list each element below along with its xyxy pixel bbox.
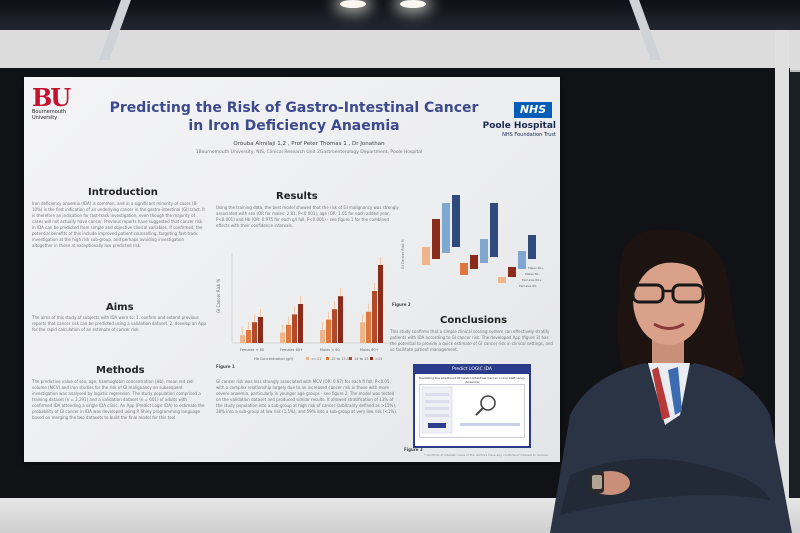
chart1-legend: >15 xyxy=(375,357,382,361)
chart2-legend: Males 60- xyxy=(525,272,540,276)
person-presenter xyxy=(550,229,792,533)
chart2-bar xyxy=(422,247,430,265)
aims-text: The aims of this study of subjects with … xyxy=(32,315,206,332)
chart1-bar xyxy=(292,314,297,343)
methods-text: The predictive value of sex, age, haemog… xyxy=(32,379,205,420)
chart1-bar xyxy=(240,335,245,343)
chart1-bar xyxy=(332,309,337,343)
chart2-bar xyxy=(460,263,468,275)
chart2-bar xyxy=(490,203,498,257)
ceiling-light xyxy=(340,0,366,8)
chart2-bar xyxy=(442,203,450,253)
chart1-bar xyxy=(320,330,325,343)
nhs-logo: NHS xyxy=(514,102,552,118)
trust-name: NHS Foundation Trust xyxy=(502,132,556,138)
figure-2-chart: GI Cancer Risk % Males 60+ Males 60- Fem… xyxy=(401,195,544,288)
chart2-legend: Females 60- xyxy=(519,284,537,288)
chart1-legend: 14 to 15 xyxy=(354,357,369,361)
chart2-legend: Males 60+ xyxy=(528,266,544,270)
ceiling-light xyxy=(400,0,426,8)
heading-results: Results xyxy=(276,191,318,202)
app-screenshot: Predict LOGIC IDA Predicting the Likelih… xyxy=(413,364,531,448)
chart1-bar xyxy=(338,296,343,343)
figure-2-caption: Figure 2 xyxy=(392,302,411,307)
chart1-cat-label: Males < 60 xyxy=(320,348,340,352)
university-logo: BU Bournemouth University xyxy=(32,83,71,122)
chart2-bar xyxy=(432,219,440,259)
heading-aims: Aims xyxy=(106,302,134,313)
results-text: Using the training data, the best model … xyxy=(216,205,399,228)
figure-1-caption: Figure 1 xyxy=(216,364,235,369)
chart1-y-label: GI Cancer Risk % xyxy=(216,279,221,313)
chart1-x-label: Hb Concentration (g/l) xyxy=(254,357,294,361)
poster-footnote: * Conflicts of interest: none of the aut… xyxy=(424,453,548,457)
chart2-bar xyxy=(470,255,478,269)
chart1-bar xyxy=(372,291,377,343)
chart2-bar xyxy=(528,235,536,259)
introduction-text: Iron deficiency anaemia (IDA) is common,… xyxy=(32,201,205,248)
poster-affiliations: 1Bournemouth University, NIS, Clinical R… xyxy=(195,150,423,155)
chart2-bar xyxy=(498,277,506,283)
chart2-bar xyxy=(508,267,516,277)
chart1-bar xyxy=(280,332,285,343)
chart2-bar xyxy=(518,251,526,269)
chart1-legend: <=11 xyxy=(311,357,321,361)
figure-3-caption: Figure 3 xyxy=(404,447,423,452)
chart2-legend: Females 60+ xyxy=(522,278,542,282)
chart1-bar xyxy=(252,322,257,343)
results-text-2: GI cancer risk was less strongly associa… xyxy=(216,379,398,414)
chart1-legend: 12 to 13.5 xyxy=(331,357,349,361)
heading-conclusions: Conclusions xyxy=(440,315,508,326)
app-title: Predict LOGIC IDA xyxy=(415,366,529,374)
chart1-cat-label: Males 60+ xyxy=(360,348,379,352)
poster-title: Predicting the Risk of Gastro-Intestinal… xyxy=(109,100,479,134)
chart1-bar xyxy=(360,322,365,343)
hospital-name: Poole Hospital xyxy=(482,121,556,131)
chart1-bar xyxy=(258,317,263,343)
chart2-bar xyxy=(452,195,460,247)
figure-1-chart: GI Cancer Risk % Females < 60 Females 60… xyxy=(216,253,394,361)
poster-authors: Orouba Almilaji 1,2 , Prof Peter Thomas … xyxy=(233,141,385,147)
display-frame-top xyxy=(0,30,800,72)
heading-introduction: Introduction xyxy=(88,187,158,198)
chart1-bar xyxy=(366,311,371,343)
chart1-cat-label: Females 60+ xyxy=(280,348,303,352)
chart2-y-label: GI Cancer Risk % xyxy=(401,238,405,269)
chart2-bar xyxy=(480,239,488,263)
app-body xyxy=(419,384,525,438)
chart1-bar xyxy=(378,265,383,343)
display-frame-right xyxy=(775,30,789,510)
glasses-icon xyxy=(631,283,705,304)
conclusions-text: This study confirms that a simple clinic… xyxy=(390,329,553,352)
heading-methods: Methods xyxy=(96,365,145,376)
chart1-bar xyxy=(246,330,251,343)
chart1-bar xyxy=(326,319,331,343)
chart1-bar xyxy=(298,304,303,343)
research-poster: BU Bournemouth University Predicting the… xyxy=(24,77,560,462)
app-subtitle: Predicting the Likelihood Of Gastro-Inte… xyxy=(419,376,525,384)
chart1-bar xyxy=(286,324,291,343)
chart1-cat-label: Females < 60 xyxy=(240,348,264,352)
